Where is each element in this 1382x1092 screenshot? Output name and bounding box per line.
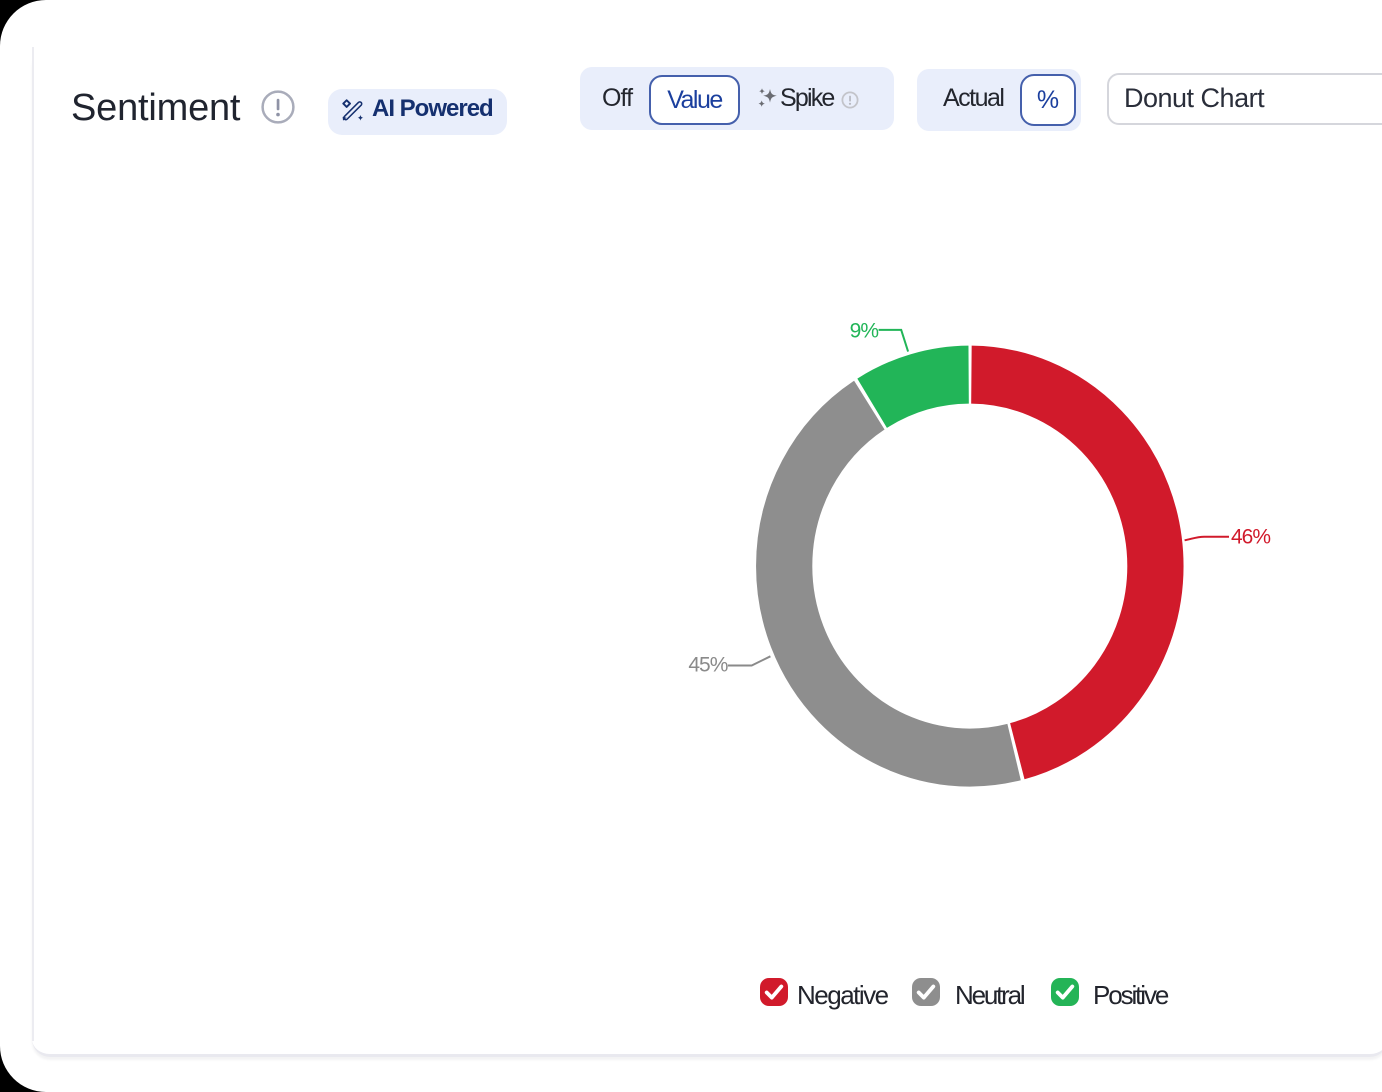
svg-text:45%: 45%: [688, 654, 727, 677]
svg-text:46%: 46%: [1231, 526, 1270, 549]
svg-text:9%: 9%: [850, 319, 879, 342]
